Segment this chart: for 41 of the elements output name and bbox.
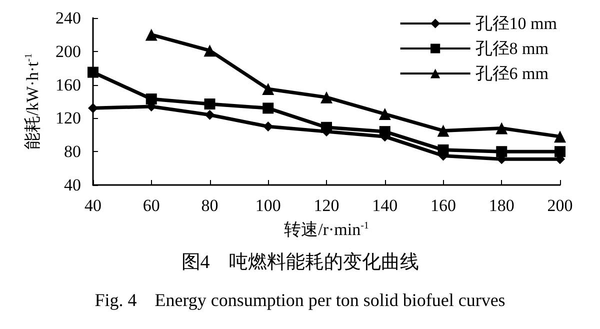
point (262, 102, 274, 114)
point (88, 103, 98, 114)
x-tick-label: 160 (430, 196, 456, 215)
point (379, 126, 390, 138)
y-tick-label: 240 (56, 8, 81, 28)
point (437, 124, 450, 137)
caption: Fig. 4 Energy consumption per ton solid biofuel curves (94, 290, 506, 310)
point (204, 98, 216, 110)
point (88, 66, 98, 78)
point (204, 44, 216, 57)
y-axis-title: 能耗/kW·h·t-1 (23, 53, 42, 150)
caption: 图4 吨燃料能耗的变化曲线 (181, 251, 419, 273)
point (554, 130, 566, 143)
point (554, 146, 566, 158)
y-tick-label: 120 (56, 108, 81, 128)
legend-label: 孔径8 mm (475, 39, 549, 58)
x-tick-label: 40 (84, 196, 102, 215)
x-tick-label: 120 (314, 196, 340, 215)
point (263, 122, 274, 132)
point (146, 93, 157, 104)
point (496, 146, 508, 158)
point (321, 122, 332, 133)
x-tick-label: 60 (142, 196, 160, 215)
point (378, 108, 391, 120)
y-tick-label: 40 (64, 176, 81, 194)
point (496, 122, 508, 134)
y-tick-label: 80 (64, 142, 81, 162)
x-tick-label: 200 (547, 196, 573, 215)
y-tick-label: 160 (56, 75, 81, 94)
y-tick-label: 200 (56, 42, 81, 61)
x-tick-label: 80 (201, 196, 218, 215)
x-tick-label: 140 (372, 196, 398, 215)
legend-label: 孔径10 mm (475, 14, 558, 33)
point (204, 110, 215, 120)
point (320, 91, 332, 104)
point (145, 28, 158, 41)
point (438, 144, 449, 156)
x-tick-label: 180 (488, 196, 514, 215)
point (262, 82, 274, 95)
x-tick-label: 100 (255, 196, 281, 215)
legend-label: 孔径6 mm (475, 64, 549, 83)
